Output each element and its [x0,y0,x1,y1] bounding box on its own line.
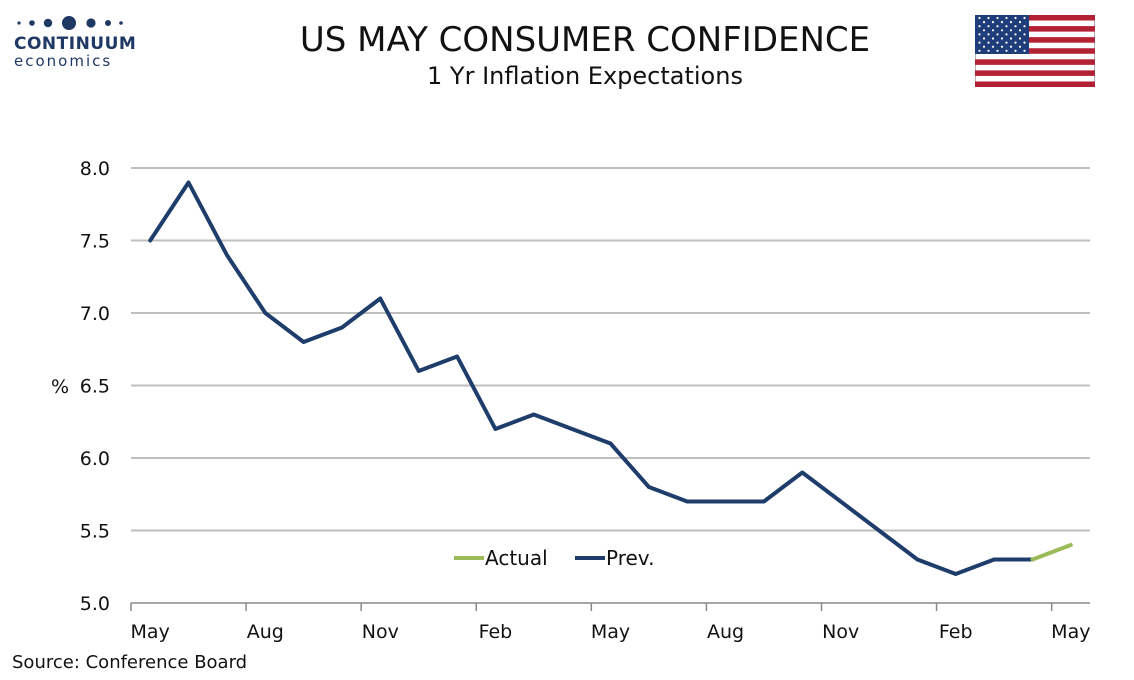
y-tick-label: 7.0 [80,303,110,325]
logo: CONTINUUM economics [14,14,137,70]
y-tick-label: 8.0 [80,158,110,180]
logo-dots-icon [17,16,123,30]
y-tick-label: 6.5 [80,376,110,398]
y-tick-label: 7.5 [80,231,110,253]
y-tick-label: 5.5 [80,521,110,543]
us-flag-icon [975,15,1095,87]
legend-label: Prev. [606,546,654,570]
x-axis [130,602,1090,611]
logo-name: CONTINUUM [14,34,137,54]
x-tick-label: Nov [362,621,399,643]
series-line-actual [1030,543,1073,562]
x-tick-label: Aug [707,621,744,643]
series-line-prev [148,180,1035,576]
logo-sub: economics [14,52,113,70]
x-axis-ticks: May Aug Nov Feb May Aug Nov Feb May [131,621,1091,643]
legend: Actual Prev. [454,546,654,570]
legend-label: Actual [485,546,548,570]
series-lines [148,180,1073,576]
x-tick-label: Aug [247,621,284,643]
source-note: Source: Conference Board [12,652,248,673]
y-tick-label: 6.0 [80,448,110,470]
x-tick-label: Feb [939,621,973,643]
grid-lines [131,167,1090,532]
y-axis-ticks: 5.0 5.5 6.0 6.5 7.0 7.5 8.0 [80,158,110,615]
chart-subtitle: 1 Yr Inflation Expectations [427,62,743,90]
x-tick-label: Feb [479,621,513,643]
x-tick-label: May [591,621,630,643]
x-tick-label: May [1051,621,1090,643]
y-tick-label: 5.0 [80,593,110,615]
y-axis-label: % [51,376,69,398]
x-tick-label: May [131,621,170,643]
chart-title: US MAY CONSUMER CONFIDENCE [299,20,871,60]
x-tick-label: Nov [822,621,859,643]
